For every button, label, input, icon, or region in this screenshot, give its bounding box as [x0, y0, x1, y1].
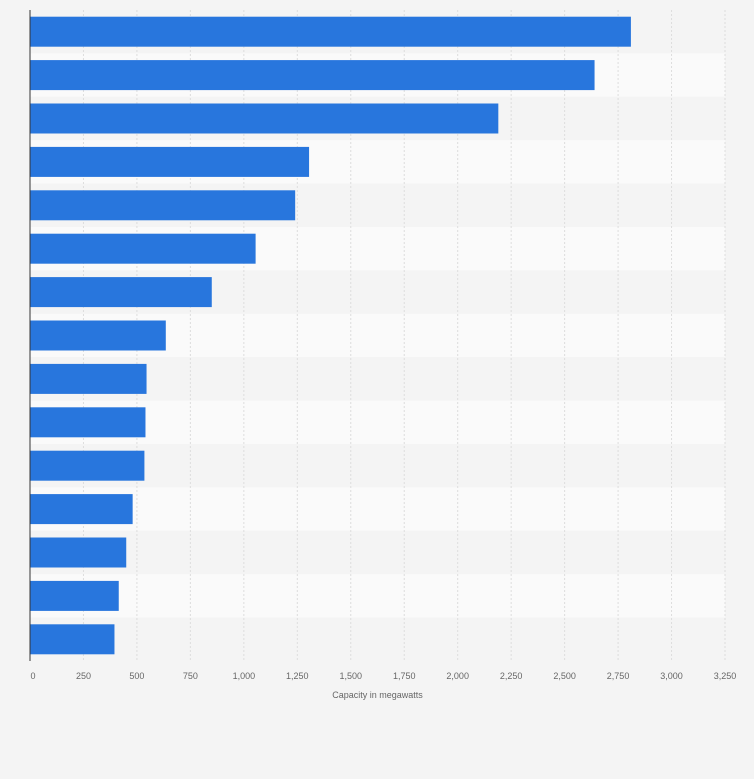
x-tick-label-750: 750	[183, 671, 198, 681]
bar-14	[30, 580, 119, 611]
x-tick-label-1000: 1,000	[233, 671, 256, 681]
x-tick-label-2500: 2,500	[553, 671, 576, 681]
bar-8	[30, 320, 166, 351]
bar-6	[30, 233, 256, 264]
bar-7	[30, 277, 212, 308]
x-tick-label-250: 250	[76, 671, 91, 681]
x-tick-label-2750: 2,750	[607, 671, 630, 681]
x-tick-label-3250: 3,250	[714, 671, 737, 681]
x-tick-label-1250: 1,250	[286, 671, 309, 681]
row-band-12	[30, 487, 725, 531]
bars	[30, 16, 631, 655]
x-axis-title: Capacity in megawatts	[332, 690, 423, 700]
x-tick-label-2000: 2,000	[446, 671, 469, 681]
bar-3	[30, 103, 499, 134]
bar-10	[30, 407, 146, 438]
x-tick-label-1500: 1,500	[340, 671, 363, 681]
row-band-15	[30, 617, 725, 661]
row-band-11	[30, 444, 725, 488]
row-band-10	[30, 400, 725, 444]
x-tick-label-0: 0	[30, 671, 35, 681]
bar-11	[30, 450, 145, 481]
x-tick-label-1750: 1,750	[393, 671, 416, 681]
bar-5	[30, 190, 296, 221]
bar-13	[30, 537, 127, 568]
bar-9	[30, 363, 147, 394]
bar-12	[30, 494, 133, 525]
row-band-13	[30, 530, 725, 575]
row-band-14	[30, 574, 725, 618]
x-tick-label-3000: 3,000	[660, 671, 683, 681]
x-tick-label-2250: 2,250	[500, 671, 523, 681]
bar-4	[30, 146, 310, 177]
x-tick-label-500: 500	[129, 671, 144, 681]
x-axis-ticks: 0 250 500 750 1,000 1,250 1,500 1,750 2,000 2,250…	[30, 671, 736, 681]
bar-1	[30, 16, 631, 47]
bar-2	[30, 60, 595, 91]
bar-15	[30, 624, 115, 655]
